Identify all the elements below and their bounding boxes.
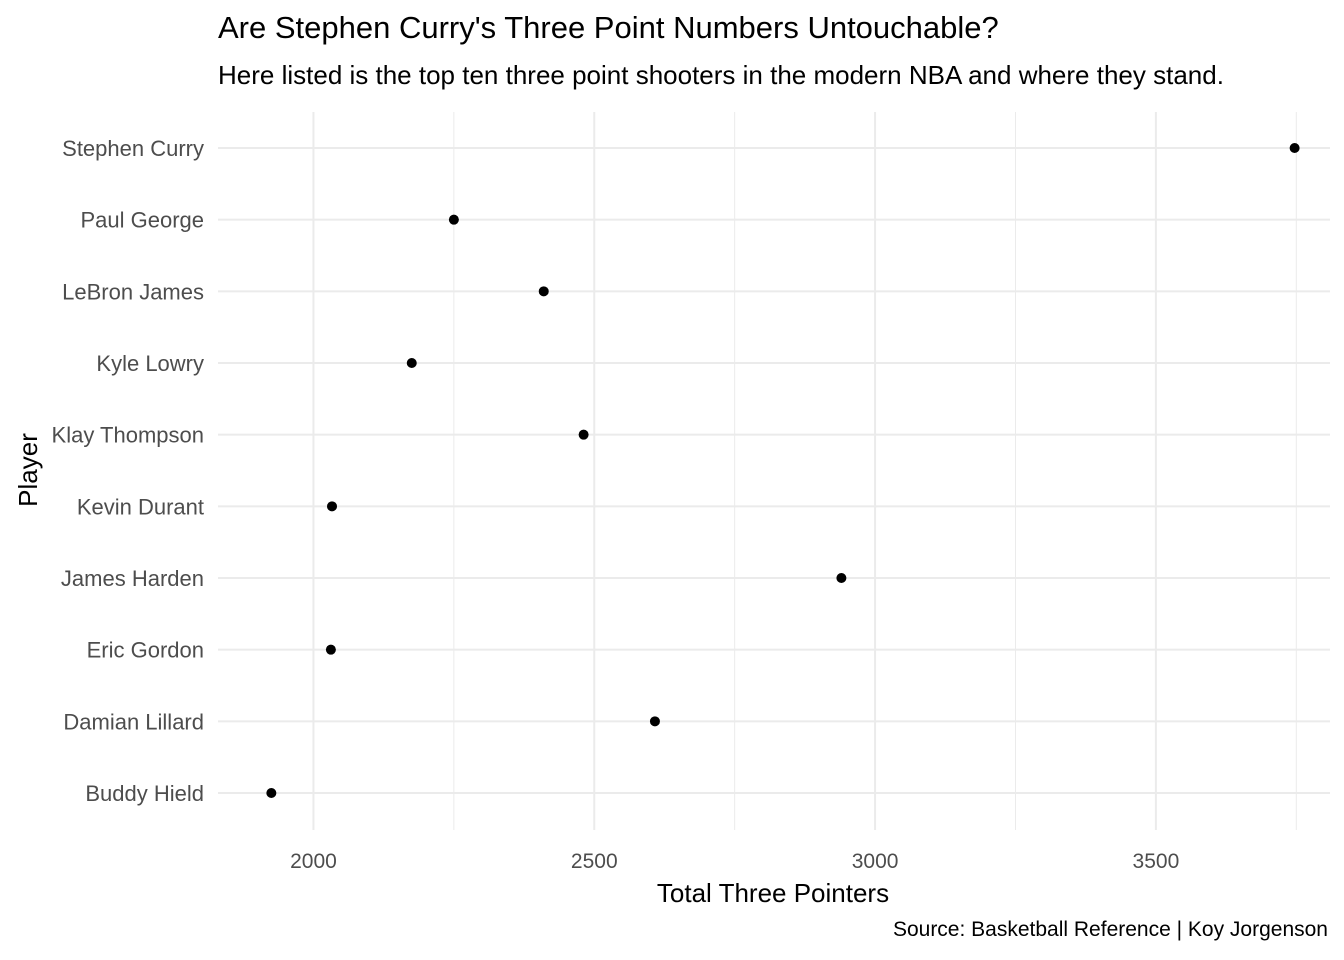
- chart-caption: Source: Basketball Reference | Koy Jorge…: [892, 918, 1328, 941]
- data-point: [406, 358, 417, 368]
- data-point: [538, 286, 549, 297]
- data-point: [578, 429, 589, 440]
- y-axis-title: Player: [13, 433, 43, 507]
- y-tick-label: Klay Thompson: [52, 423, 204, 448]
- data-point: [649, 716, 660, 727]
- x-tick-label: 2000: [290, 850, 337, 873]
- chart-subtitle: Here listed is the top ten three point s…: [218, 60, 1224, 90]
- x-tick-label: 2500: [571, 850, 618, 873]
- data-point: [836, 573, 847, 583]
- y-tick-label: James Harden: [61, 566, 204, 591]
- y-tick-label: Buddy Hield: [85, 781, 204, 806]
- y-tick-label: Stephen Curry: [62, 136, 204, 161]
- y-tick-label: Kevin Durant: [77, 494, 204, 519]
- data-point: [325, 644, 336, 655]
- x-tick-label: 3000: [852, 850, 899, 873]
- y-tick-label: Paul George: [80, 208, 204, 233]
- y-tick-labels: Stephen Curry Paul George LeBron James Kyle…: [52, 136, 204, 806]
- y-tick-label: Eric Gordon: [87, 638, 204, 663]
- data-point: [1289, 143, 1300, 153]
- x-axis-title: Total Three Pointers: [657, 878, 889, 908]
- y-tick-label: Damian Lillard: [63, 709, 204, 734]
- x-tick-label: 3500: [1133, 850, 1180, 873]
- y-tick-label: Kyle Lowry: [96, 351, 204, 376]
- x-tick-labels: 2000 2500 3000 3500: [290, 850, 1179, 873]
- chart-title: Are Stephen Curry's Three Point Numbers …: [218, 10, 999, 45]
- data-points: [266, 143, 1300, 798]
- data-point: [448, 214, 459, 225]
- y-tick-label: LeBron James: [62, 279, 204, 304]
- data-point: [327, 501, 338, 512]
- data-point: [266, 788, 277, 798]
- grid-lines: [218, 112, 1330, 830]
